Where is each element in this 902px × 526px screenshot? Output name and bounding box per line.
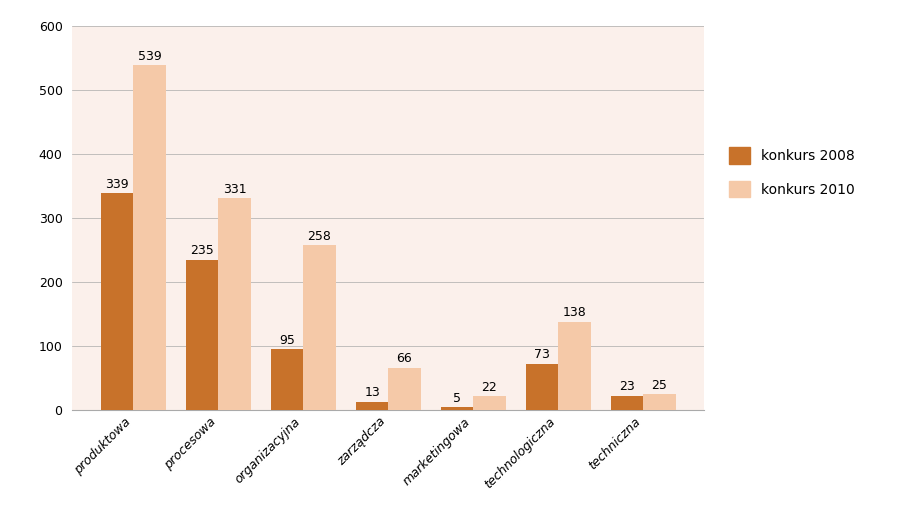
Text: 23: 23: [619, 380, 634, 393]
Text: 235: 235: [190, 245, 214, 257]
Text: 539: 539: [137, 50, 161, 63]
Bar: [355, 402, 388, 410]
Bar: [218, 198, 250, 410]
Bar: [526, 363, 557, 410]
Text: 339: 339: [106, 178, 129, 191]
Bar: [557, 322, 590, 410]
Bar: [303, 245, 336, 410]
Bar: [642, 394, 675, 410]
Text: 331: 331: [223, 183, 246, 196]
Text: 5: 5: [453, 391, 461, 404]
Legend: konkurs 2008, konkurs 2010: konkurs 2008, konkurs 2010: [723, 141, 860, 203]
Text: 13: 13: [364, 387, 380, 399]
Text: 95: 95: [279, 334, 295, 347]
Bar: [271, 349, 303, 410]
Text: 258: 258: [308, 230, 331, 242]
Bar: [440, 407, 473, 410]
Text: 25: 25: [651, 379, 667, 392]
Text: 138: 138: [562, 307, 585, 319]
Bar: [388, 368, 420, 410]
Bar: [611, 396, 642, 410]
Text: 73: 73: [534, 348, 549, 361]
Bar: [133, 65, 165, 410]
Text: 66: 66: [396, 352, 412, 366]
Bar: [101, 194, 133, 410]
Bar: [186, 260, 218, 410]
Text: 22: 22: [481, 381, 497, 393]
Bar: [473, 396, 505, 410]
